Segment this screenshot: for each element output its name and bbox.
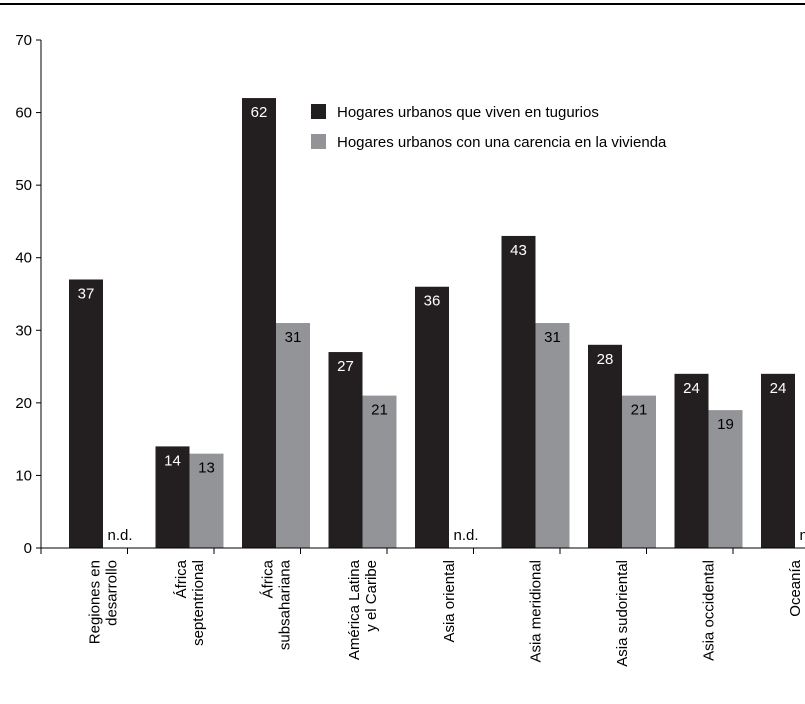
x-category-label: África subsahariana: [260, 559, 294, 650]
x-category-label-line: Asia occidental: [701, 560, 718, 661]
x-category-label: Asia sudoriental: [614, 560, 631, 667]
y-tick-label: 40: [15, 250, 32, 267]
bar: [415, 286, 449, 548]
x-category-label-line: subsahariana: [277, 559, 294, 650]
x-category-label: América Latina y el Caribe: [346, 559, 380, 660]
x-category-label-line: Regiones en: [87, 560, 104, 644]
x-category-label: Regiones en desarrollo: [87, 560, 121, 644]
x-category-label: África septentrional: [173, 559, 207, 646]
bar: [708, 410, 743, 548]
data-label: 24: [683, 380, 700, 397]
legend-swatch: [311, 104, 326, 119]
bar: [328, 352, 363, 548]
axes-group: 0 10 20 30 40 50 60 70 Regiones en desarrollo Áfri…: [15, 32, 805, 667]
y-tick-label: 50: [15, 177, 32, 194]
y-tick-label: 20: [15, 395, 32, 412]
bar: [501, 235, 536, 548]
bar: [362, 395, 397, 548]
bar: [189, 453, 224, 548]
bar: [535, 323, 570, 548]
data-label: 36: [424, 293, 441, 310]
x-category-label: Oceanía: [787, 559, 804, 616]
missing-value-label: n.d.: [799, 527, 805, 544]
x-category-label-line: Asia oriental: [441, 560, 458, 643]
data-label: 31: [544, 329, 561, 346]
data-label: 13: [198, 460, 215, 477]
x-category-label-line: Oceanía: [787, 559, 804, 616]
data-label: 37: [78, 285, 95, 302]
x-category-label-line: y el Caribe: [363, 560, 380, 632]
x-category-label-line: septentrional: [190, 560, 207, 646]
data-label: 28: [597, 351, 614, 368]
legend-label: Hogares urbanos que viven en tugurios: [337, 104, 599, 121]
x-category-label-line: Asia sudoriental: [614, 560, 631, 667]
bars-group: 37 14 62 27 36 43 28 24 24 n.d. 13 31 21 n.d. 31 21 19 n.…: [69, 98, 805, 549]
bar: [69, 279, 103, 548]
x-category-label: Asia meridional: [528, 560, 545, 663]
data-label: 27: [337, 358, 354, 375]
legend-swatch: [311, 134, 326, 149]
bar: [242, 98, 276, 549]
legend-label: Hogares urbanos con una carencia en la v…: [337, 134, 667, 151]
x-category-label-line: Asia meridional: [528, 560, 545, 663]
x-category-label-line: África: [260, 559, 277, 598]
data-label: 21: [631, 402, 648, 419]
y-tick-label: 70: [15, 32, 32, 49]
bar: [674, 373, 709, 548]
data-label: 19: [717, 416, 734, 433]
x-category-label-line: desarrollo: [104, 560, 121, 626]
y-tick-label: 10: [15, 467, 32, 484]
legend: Hogares urbanos que viven en tugurios Hog…: [311, 104, 667, 151]
missing-value-label: n.d.: [453, 527, 478, 544]
bar: [622, 395, 656, 548]
data-label: 31: [285, 329, 302, 346]
x-category-label: Asia occidental: [701, 560, 718, 661]
y-tick-label: 60: [15, 105, 32, 122]
y-tick-label: 30: [15, 322, 32, 339]
missing-value-label: n.d.: [107, 527, 132, 544]
y-tick-label: 0: [24, 540, 32, 557]
data-label: 21: [371, 402, 388, 419]
bar: [761, 373, 795, 548]
data-label: 14: [164, 452, 181, 469]
bar: [276, 323, 310, 548]
x-category-label-line: África: [173, 559, 190, 598]
data-label: 43: [510, 242, 527, 259]
bar: [588, 344, 622, 548]
x-category-label-line: América Latina: [346, 559, 363, 660]
x-category-label: Asia oriental: [441, 560, 458, 643]
bar: [155, 446, 190, 548]
data-label: 62: [251, 104, 268, 121]
data-label: 24: [770, 380, 787, 397]
